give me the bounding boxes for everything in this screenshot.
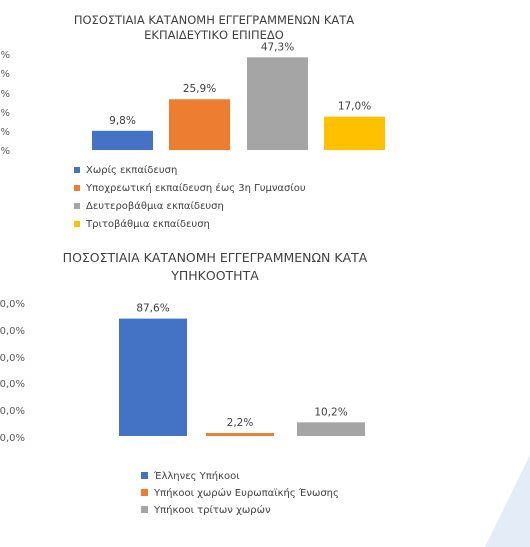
chart1-title-line2: ΕΚΠΑΙΔΕΥΤΙΚΟ ΕΠΙΠΕΔΟ <box>144 28 284 42</box>
chart1-y-ticks: %%%%%% <box>0 50 10 157</box>
chart2-legend-swatch <box>141 506 148 513</box>
chart2-y-tick-label: 0,0% <box>0 299 25 310</box>
chart1-y-tick-label: % <box>0 69 10 80</box>
chart2-data-label: 87,6% <box>136 303 169 315</box>
chart1-legend-swatch <box>74 203 80 209</box>
chart1-bar <box>247 57 308 150</box>
chart1-data-label: 47,3% <box>261 41 294 53</box>
chart2-bars <box>119 318 365 436</box>
education-chart: ΠΟΣΟΣΤΙΑΙΑ ΚΑΤΑΝΟΜΗ ΕΓΓΕΓΡΑΜΜΕΝΩΝ ΚΑΤΑ Ε… <box>0 13 385 230</box>
chart2-legend-label: Υπήκοοι χωρών Ευρωπαϊκής Ένωσης <box>153 487 339 499</box>
chart1-legend-label: Χωρίς εκπαίδευση <box>86 164 177 176</box>
chart1-title-line1: ΠΟΣΟΣΤΙΑΙΑ ΚΑΤΑΝΟΜΗ ΕΓΓΕΓΡΑΜΜΕΝΩΝ ΚΑΤΑ <box>74 13 354 27</box>
chart1-y-tick-label: % <box>0 108 10 119</box>
chart2-data-label: 2,2% <box>227 417 254 429</box>
chart1-data-label: 25,9% <box>183 83 216 95</box>
chart2-bar <box>119 318 187 436</box>
chart2-title-line1: ΠΟΣΟΣΤΙΑΙΑ ΚΑΤΑΝΟΜΗ ΕΓΓΕΓΡΑΜΜΕΝΩΝ ΚΑΤΑ <box>63 250 368 265</box>
chart1-legend-label: Τριτοβάθμια εκπαίδευση <box>85 218 210 230</box>
chart1-y-tick-label: % <box>0 89 10 100</box>
chart2-legend-swatch <box>141 489 148 496</box>
background-decoration <box>485 455 530 547</box>
chart1-y-tick-label: % <box>0 50 10 61</box>
chart1-data-label: 9,8% <box>109 115 136 127</box>
chart1-legend-swatch <box>74 167 80 173</box>
chart1-data-labels: 9,8% 25,9% 47,3% 17,0% <box>109 41 371 127</box>
chart1-bar <box>169 99 230 150</box>
chart2-legend-label: Υπήκοοι τρίτων χωρών <box>153 504 271 516</box>
chart2-legend: Έλληνες Υπήκοοι Υπήκοοι χωρών Ευρωπαϊκής … <box>141 470 339 516</box>
chart1-legend-label: Δευτεροβάθμια εκπαίδευση <box>86 200 224 212</box>
chart2-bar <box>297 422 365 436</box>
chart2-y-tick-label: 0,0% <box>0 433 25 444</box>
chart1-legend-swatch <box>74 185 80 191</box>
citizenship-chart: ΠΟΣΟΣΤΙΑΙΑ ΚΑΤΑΝΟΜΗ ΕΓΓΕΓΡΑΜΜΕΝΩΝ ΚΑΤΑ Υ… <box>0 250 368 516</box>
chart2-legend-swatch <box>141 472 148 479</box>
chart2-data-labels: 87,6% 2,2% 10,2% <box>136 303 347 429</box>
chart1-legend-label: Υποχρεωτική εκπαίδευση έως 3η Γυμνασίου <box>85 182 306 194</box>
chart2-y-tick-label: 0,0% <box>0 326 25 337</box>
chart2-y-tick-label: 0,0% <box>0 406 25 417</box>
chart1-y-tick-label: % <box>0 127 10 138</box>
chart1-legend-swatch <box>74 221 80 227</box>
chart2-y-tick-label: 0,0% <box>0 353 25 364</box>
chart2-y-tick-label: 0,0% <box>0 379 25 390</box>
chart1-legend: Χωρίς εκπαίδευση Υποχρεωτική εκπαίδευση έ… <box>74 164 306 230</box>
chart2-bar <box>206 433 274 436</box>
chart2-y-ticks: 0,0% 0,0% 0,0% 0,0% 0,0% 0,0% <box>0 299 25 444</box>
chart2-title-line2: ΥΠΗΚΟΟΤΗΤΑ <box>170 268 259 283</box>
chart1-bars <box>92 57 385 150</box>
chart1-bar <box>92 130 153 150</box>
chart1-bar <box>324 116 385 150</box>
chart2-data-label: 10,2% <box>314 406 347 418</box>
chart1-y-tick-label: % <box>0 146 10 157</box>
chart1-data-label: 17,0% <box>338 101 371 113</box>
chart2-legend-label: Έλληνες Υπήκοοι <box>153 470 240 482</box>
